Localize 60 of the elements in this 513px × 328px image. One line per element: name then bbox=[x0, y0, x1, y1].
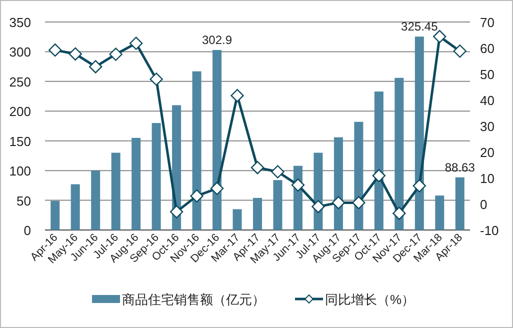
y2-tick-label: -10 bbox=[480, 223, 499, 238]
point bbox=[230, 88, 244, 102]
point bbox=[453, 44, 466, 58]
y-tick-label: 150 bbox=[9, 134, 31, 149]
data-label: 325.45 bbox=[401, 20, 438, 34]
point bbox=[372, 169, 386, 182]
bar bbox=[414, 36, 424, 230]
point bbox=[170, 205, 184, 218]
bar bbox=[354, 122, 364, 230]
point bbox=[109, 48, 122, 61]
point bbox=[312, 200, 325, 214]
y-tick-label: 250 bbox=[9, 74, 31, 90]
y2-tick-label: 50 bbox=[480, 67, 494, 82]
bar bbox=[273, 180, 282, 230]
legend-label: 同比增长（%） bbox=[325, 292, 415, 307]
bar bbox=[212, 50, 222, 230]
y-tick-label: 100 bbox=[9, 164, 31, 179]
bar bbox=[394, 78, 404, 230]
bar bbox=[70, 184, 80, 230]
y-tick-label: 350 bbox=[9, 15, 31, 30]
point bbox=[433, 30, 446, 44]
bar bbox=[50, 200, 60, 230]
point bbox=[88, 60, 102, 74]
point bbox=[48, 43, 62, 57]
y2-tick-label: 30 bbox=[480, 119, 494, 134]
bar bbox=[374, 92, 384, 230]
data-label: 302.9 bbox=[202, 32, 232, 47]
y2-tick-label: 60 bbox=[480, 41, 494, 56]
y2-tick-label: 20 bbox=[480, 145, 494, 160]
bar bbox=[132, 138, 141, 230]
point bbox=[392, 206, 406, 220]
point bbox=[291, 178, 305, 192]
bar bbox=[232, 209, 242, 230]
point bbox=[210, 182, 224, 195]
y-tick-label: 200 bbox=[9, 104, 31, 120]
y2-tick-label: 10 bbox=[480, 171, 494, 186]
y2-tick-label: 70 bbox=[480, 15, 494, 30]
point bbox=[352, 196, 366, 210]
point bbox=[412, 179, 426, 192]
point bbox=[271, 165, 284, 178]
bar bbox=[152, 123, 161, 230]
point bbox=[332, 196, 346, 210]
point bbox=[150, 72, 163, 86]
point bbox=[129, 36, 143, 50]
legend-label: 商品住宅销售额（亿元） bbox=[122, 292, 265, 307]
y2-tick-label: 40 bbox=[480, 93, 494, 108]
y-tick-label: 0 bbox=[24, 223, 31, 238]
bar bbox=[111, 152, 120, 230]
point bbox=[250, 161, 264, 174]
bar bbox=[435, 196, 444, 230]
data-label: 88.63 bbox=[444, 160, 476, 174]
point bbox=[190, 189, 204, 203]
y-tick-label: 300 bbox=[9, 44, 31, 60]
point bbox=[68, 47, 82, 61]
bar bbox=[253, 198, 262, 230]
bar bbox=[455, 177, 464, 230]
bar bbox=[192, 71, 202, 230]
y2-tick-label: 0 bbox=[480, 197, 488, 212]
bar bbox=[91, 170, 100, 230]
y-tick-label: 50 bbox=[16, 193, 31, 208]
